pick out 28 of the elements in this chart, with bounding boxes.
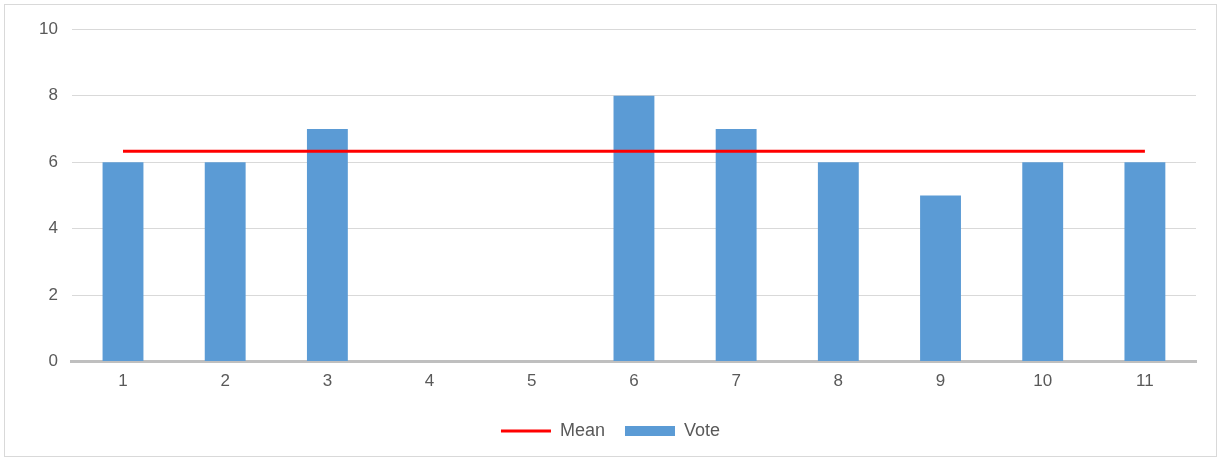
bar [920, 195, 961, 362]
bar [1022, 162, 1064, 362]
x-tick-label: 10 [1033, 371, 1053, 391]
x-tick-label: 6 [629, 371, 639, 391]
legend-label: Vote [684, 419, 721, 440]
y-tick-label: 8 [48, 85, 58, 105]
x-tick-label: 4 [424, 371, 435, 391]
bar [817, 162, 859, 362]
bar [1124, 162, 1166, 362]
x-tick-label: 1 [118, 371, 128, 391]
x-tick-label: 5 [527, 371, 537, 391]
y-tick-label: 4 [48, 218, 58, 238]
legend-label: Mean [559, 419, 605, 440]
bar [613, 95, 655, 362]
y-tick-label: 0 [48, 351, 58, 371]
y-tick-label: 2 [48, 284, 58, 304]
x-tick-label: 8 [833, 371, 844, 391]
x-tick-label: 7 [731, 371, 741, 391]
bar [306, 128, 348, 362]
y-tick-label: 6 [48, 151, 58, 171]
bar [204, 162, 246, 362]
y-tick-label: 10 [38, 18, 58, 38]
bar [102, 162, 144, 362]
x-tick-label: 2 [220, 371, 230, 391]
x-tick-label: 3 [322, 371, 333, 391]
bar [715, 128, 757, 362]
x-tick-label: 11 [1136, 371, 1154, 391]
x-tick-label: 9 [935, 371, 946, 391]
